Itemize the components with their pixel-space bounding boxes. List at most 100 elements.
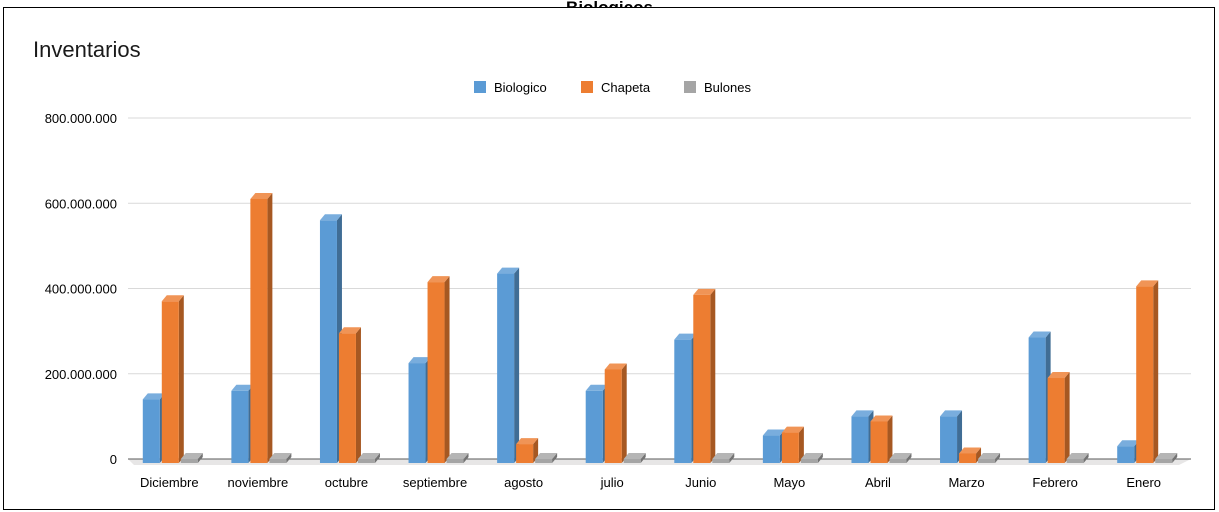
x-tick-label: Junio <box>685 475 716 490</box>
page-title: Biologicos <box>0 0 1219 7</box>
bar-side <box>817 453 823 463</box>
bar-side <box>621 363 627 463</box>
bar-front <box>357 459 375 463</box>
y-tick-label: 200.000.000 <box>45 367 117 382</box>
legend-label: Chapeta <box>601 80 651 95</box>
bar-side <box>178 295 184 463</box>
bar-side <box>533 438 539 463</box>
bar-side <box>444 276 450 463</box>
bar-front <box>851 416 869 463</box>
bar-top <box>1155 453 1178 459</box>
bar-side <box>1172 453 1178 463</box>
chart-floor <box>128 458 1191 465</box>
bar-top <box>693 288 716 295</box>
bar-side <box>463 453 469 463</box>
bar-side <box>286 453 292 463</box>
bar-front <box>427 282 445 463</box>
legend-item-bulones: Bulones <box>684 80 751 95</box>
bar-front <box>604 369 622 463</box>
bar-side <box>976 447 982 463</box>
chart-container: Inventarios Biologico Chapeta Bulones 0 200… <box>3 7 1215 510</box>
bar-chapeta-octubre <box>338 327 361 463</box>
chart-svg: Inventarios Biologico Chapeta Bulones 0 200… <box>33 37 1191 490</box>
bar-bulones-agosto <box>535 453 558 463</box>
x-tick-label: Abril <box>865 475 891 490</box>
bar-side <box>197 453 203 463</box>
bar-biologico-diciembre <box>142 393 165 463</box>
bar-front <box>250 198 268 464</box>
bar-top <box>1047 372 1070 379</box>
x-tick-label: Enero <box>1126 475 1161 490</box>
legend-label: Biologico <box>494 80 547 95</box>
bar-bulones-enero <box>1155 453 1178 463</box>
bar-top <box>357 453 380 459</box>
bar-front <box>978 459 996 463</box>
y-axis: 0 200.000.000 400.000.000 600.000.000 800.00… <box>45 111 117 467</box>
bar-chapeta-agosto <box>516 438 539 463</box>
bar-top <box>762 429 785 436</box>
bar-chapeta-diciembre <box>161 295 184 463</box>
bar-top <box>231 384 254 391</box>
bar-top <box>319 214 342 221</box>
bar-front <box>1117 446 1135 463</box>
bar-side <box>1083 453 1089 463</box>
bar-bulones-marzo <box>978 453 1001 463</box>
chart-floor-surface <box>128 459 1191 465</box>
x-tick-label: octubre <box>325 475 368 490</box>
bar-top <box>604 363 627 370</box>
bar-front <box>781 432 799 463</box>
bar-biologico-agosto <box>497 267 520 463</box>
bar-top <box>978 453 1001 459</box>
bar-front <box>1066 459 1084 463</box>
bar-front <box>712 459 730 463</box>
x-tick-label: Diciembre <box>140 475 199 490</box>
gridlines <box>128 117 1191 375</box>
bar-side <box>1153 280 1159 463</box>
bar-top <box>1136 280 1159 287</box>
bar-front <box>762 435 780 463</box>
bar-side <box>552 453 558 463</box>
legend-swatch <box>581 81 593 93</box>
y-tick-label: 400.000.000 <box>45 282 117 297</box>
bar-front <box>1155 459 1173 463</box>
chart-legend: Biologico Chapeta Bulones <box>474 80 751 95</box>
bar-chapeta-noviembre <box>250 192 273 464</box>
bar-front <box>693 294 711 463</box>
bar-top <box>446 453 469 459</box>
bar-top <box>142 393 165 400</box>
bar-top <box>269 453 292 459</box>
bar-front <box>1047 378 1065 463</box>
y-tick-label: 600.000.000 <box>45 196 117 211</box>
bar-front <box>674 339 692 463</box>
legend-item-biologico: Biologico <box>474 80 547 95</box>
bar-front <box>269 459 287 463</box>
bar-biologico-enero <box>1117 440 1140 463</box>
bar-front <box>516 444 534 463</box>
bar-top <box>889 453 912 459</box>
bar-top <box>940 410 963 417</box>
bar-side <box>995 453 1001 463</box>
bar-top <box>338 327 361 334</box>
y-tick-label: 800.000.000 <box>45 111 117 126</box>
bar-top <box>180 453 203 459</box>
bar-front <box>870 421 888 463</box>
x-axis: Diciembre noviembre octubre septiembre agost… <box>140 475 1161 490</box>
bar-chapeta-septiembre <box>427 276 450 463</box>
bar-bulones-abril <box>889 453 912 463</box>
bar-biologico-marzo <box>940 410 963 463</box>
bar-side <box>887 415 893 463</box>
x-tick-label: julio <box>600 475 624 490</box>
bar-chapeta-marzo <box>959 447 982 463</box>
x-tick-label: Febrero <box>1032 475 1078 490</box>
bar-chapeta-junio <box>693 288 716 463</box>
bar-biologico-octubre <box>319 214 342 463</box>
bar-side <box>710 288 716 463</box>
bar-front <box>446 459 464 463</box>
y-tick-label: 0 <box>110 452 117 467</box>
bar-chapeta-abril <box>870 415 893 463</box>
bar-top <box>516 438 539 445</box>
bar-bulones-octubre <box>357 453 380 463</box>
bar-side <box>906 453 912 463</box>
bar-side <box>1064 372 1070 463</box>
bar-front <box>623 459 641 463</box>
